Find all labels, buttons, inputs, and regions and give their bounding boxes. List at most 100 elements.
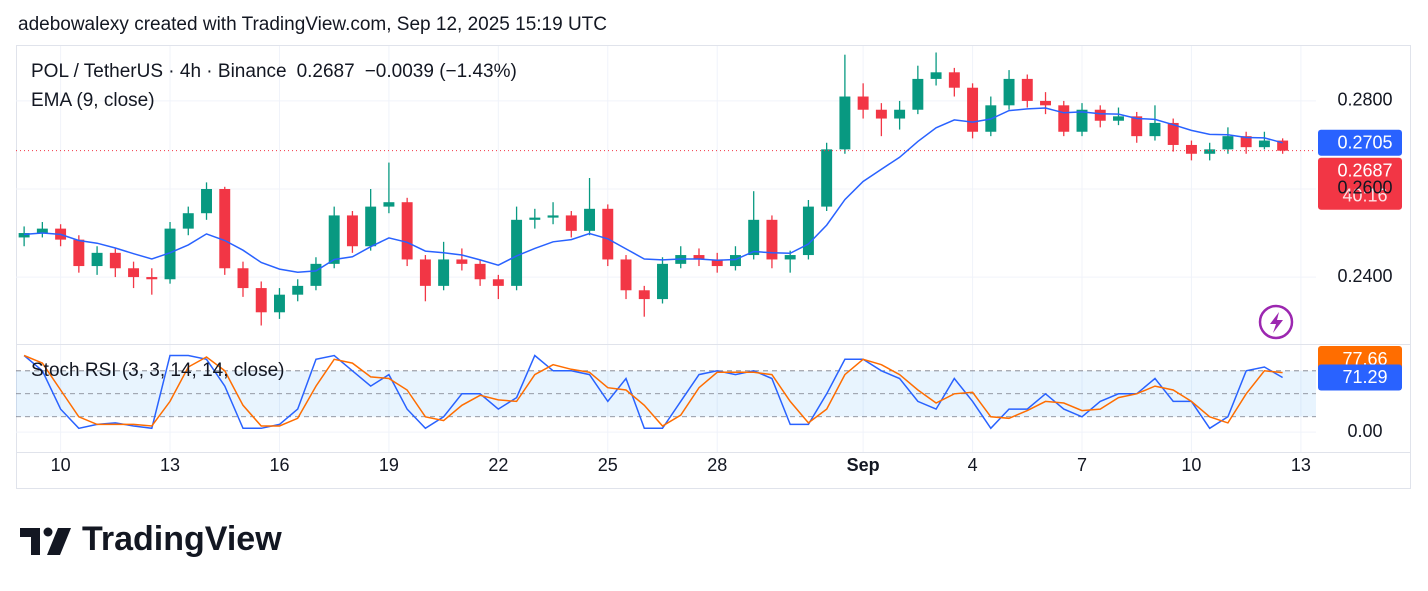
candle-body	[1222, 136, 1234, 150]
x-tick-label: 7	[1077, 455, 1087, 475]
x-tick-label: 19	[379, 455, 399, 475]
candle-body	[821, 149, 833, 207]
y-tick-label: 0.2800	[1337, 90, 1392, 110]
x-tick-label: Sep	[847, 455, 880, 475]
candle-body	[1277, 140, 1289, 151]
y-tick-label: 0.00	[1347, 421, 1382, 441]
candle-body	[383, 202, 395, 207]
x-tick-label: 10	[1181, 455, 1201, 475]
candle-body	[73, 239, 85, 267]
candle-body	[802, 206, 814, 256]
candle-body	[875, 109, 887, 119]
candle-body	[1131, 116, 1143, 137]
candle-body	[547, 215, 559, 218]
candle-body	[748, 219, 760, 256]
candle-body	[784, 255, 796, 260]
candle-body	[529, 217, 541, 220]
candle-body	[438, 259, 450, 286]
chart-frame	[16, 45, 1411, 489]
candle-body	[1149, 122, 1161, 137]
candle-body	[1113, 116, 1124, 121]
candle-body	[1204, 149, 1216, 154]
indicator-icon	[1258, 304, 1294, 340]
candle-body	[365, 206, 377, 247]
candle-body	[1076, 109, 1088, 132]
candle-body	[1058, 105, 1070, 132]
candle-body	[401, 202, 413, 260]
candle-body	[328, 215, 340, 264]
x-tick-label: 13	[1291, 455, 1311, 475]
candle-body	[36, 228, 48, 234]
candle-body	[201, 188, 212, 214]
y-tick-label: 0.2600	[1337, 178, 1392, 198]
x-tick-label: 25	[598, 455, 618, 475]
price-badge-label: 0.2705	[1337, 133, 1392, 153]
candle-body	[109, 252, 121, 269]
candle-body	[492, 279, 504, 286]
price-badge	[1318, 129, 1402, 156]
candle-body	[657, 263, 668, 300]
logo: TradingView	[82, 520, 282, 558]
candle-body	[1040, 100, 1051, 106]
candle-body	[948, 72, 960, 88]
indicator-title: Stoch RSI (3, 3, 14, 14, close)	[31, 360, 284, 381]
candle-body	[255, 288, 267, 313]
price-change: −0.0039 (−1.43%)	[365, 61, 517, 82]
candle-body	[584, 208, 596, 231]
candle-body	[1185, 144, 1197, 154]
candle-body	[474, 263, 486, 280]
candle-body	[1003, 78, 1015, 106]
candle-body	[967, 87, 979, 132]
y-tick-label: 0.2400	[1337, 266, 1392, 286]
candle-body	[711, 259, 723, 267]
price-badge	[1318, 364, 1402, 391]
candle-body	[1021, 78, 1033, 101]
series-line	[24, 107, 1283, 273]
candle-body	[1094, 109, 1106, 121]
x-tick-label: 10	[51, 455, 71, 475]
series-line	[23, 354, 1283, 427]
candle-body	[292, 285, 304, 295]
price-badge-label: 0.2687	[1337, 161, 1392, 181]
candle-body	[346, 215, 358, 247]
last-price: 0.2687	[297, 61, 355, 82]
candle-body	[602, 208, 614, 260]
candle-body	[1167, 122, 1179, 145]
watermark: adebowalexy created with TradingView.com…	[18, 14, 607, 35]
candle-body	[693, 255, 705, 260]
candle-body	[91, 252, 103, 267]
candle-body	[1240, 136, 1252, 148]
symbol-title: POL / TetherUS · 4h · Binance	[31, 61, 287, 82]
candle-body	[565, 215, 577, 231]
x-tick-label: 13	[160, 455, 180, 475]
candle-body	[638, 290, 650, 300]
candle-body	[839, 96, 851, 150]
candle-body	[219, 188, 231, 269]
candle-body	[237, 268, 249, 289]
candle-body	[620, 259, 632, 291]
candle-body	[18, 233, 30, 238]
x-tick-label: 22	[488, 455, 508, 475]
candle-body	[766, 219, 778, 260]
candle-body	[894, 109, 906, 119]
candle-body	[511, 219, 523, 286]
candle-body	[182, 213, 194, 229]
x-tick-label: 4	[968, 455, 978, 475]
countdown: 40:16	[1342, 186, 1387, 206]
price-badge	[1318, 157, 1402, 210]
candle-body	[419, 259, 431, 286]
candle-body	[729, 255, 741, 267]
x-tick-label: 16	[269, 455, 289, 475]
candle-body	[146, 277, 158, 280]
x-tick-label: 28	[707, 455, 727, 475]
candle-body	[912, 78, 924, 110]
candle-body	[456, 259, 468, 264]
plot-layer	[16, 52, 1316, 433]
candle-body	[274, 294, 285, 313]
logo-icon	[20, 527, 71, 555]
candle-body	[164, 228, 176, 280]
price-badge-label: 77.66	[1342, 349, 1387, 369]
candle-body	[930, 72, 942, 79]
